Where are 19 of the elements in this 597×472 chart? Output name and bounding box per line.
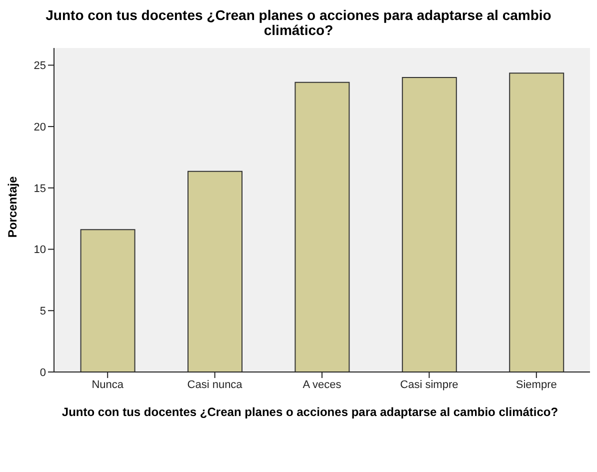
x-tick-label: Siempre: [516, 378, 557, 391]
y-tick-label: 20: [34, 121, 46, 134]
y-tick-label: 15: [34, 182, 46, 195]
y-axis-title: Porcentaje: [6, 176, 20, 238]
y-tick-label: 5: [40, 306, 46, 318]
y-tick-label: 10: [34, 244, 46, 256]
bar: [509, 72, 564, 372]
bar: [188, 170, 242, 372]
x-tick-label: A veces: [302, 378, 342, 391]
x-tick-label: Nunca: [92, 378, 124, 391]
y-tick-label: 25: [34, 60, 46, 72]
bar: [80, 229, 136, 372]
x-tick-label: Casi simpre: [400, 378, 458, 391]
x-axis-title: Junto con tus docentes ¿Crean planes o acciones para adaptarse al cambio climático?: [60, 405, 560, 419]
chart-title: Junto con tus docentes ¿Crean planes o acciones para adaptarse al cambio climático?: [44, 6, 552, 40]
y-tick-label: 0: [40, 366, 46, 379]
bar: [402, 76, 457, 372]
bar: [294, 82, 350, 372]
x-tick-label: Casi nunca: [187, 378, 244, 391]
